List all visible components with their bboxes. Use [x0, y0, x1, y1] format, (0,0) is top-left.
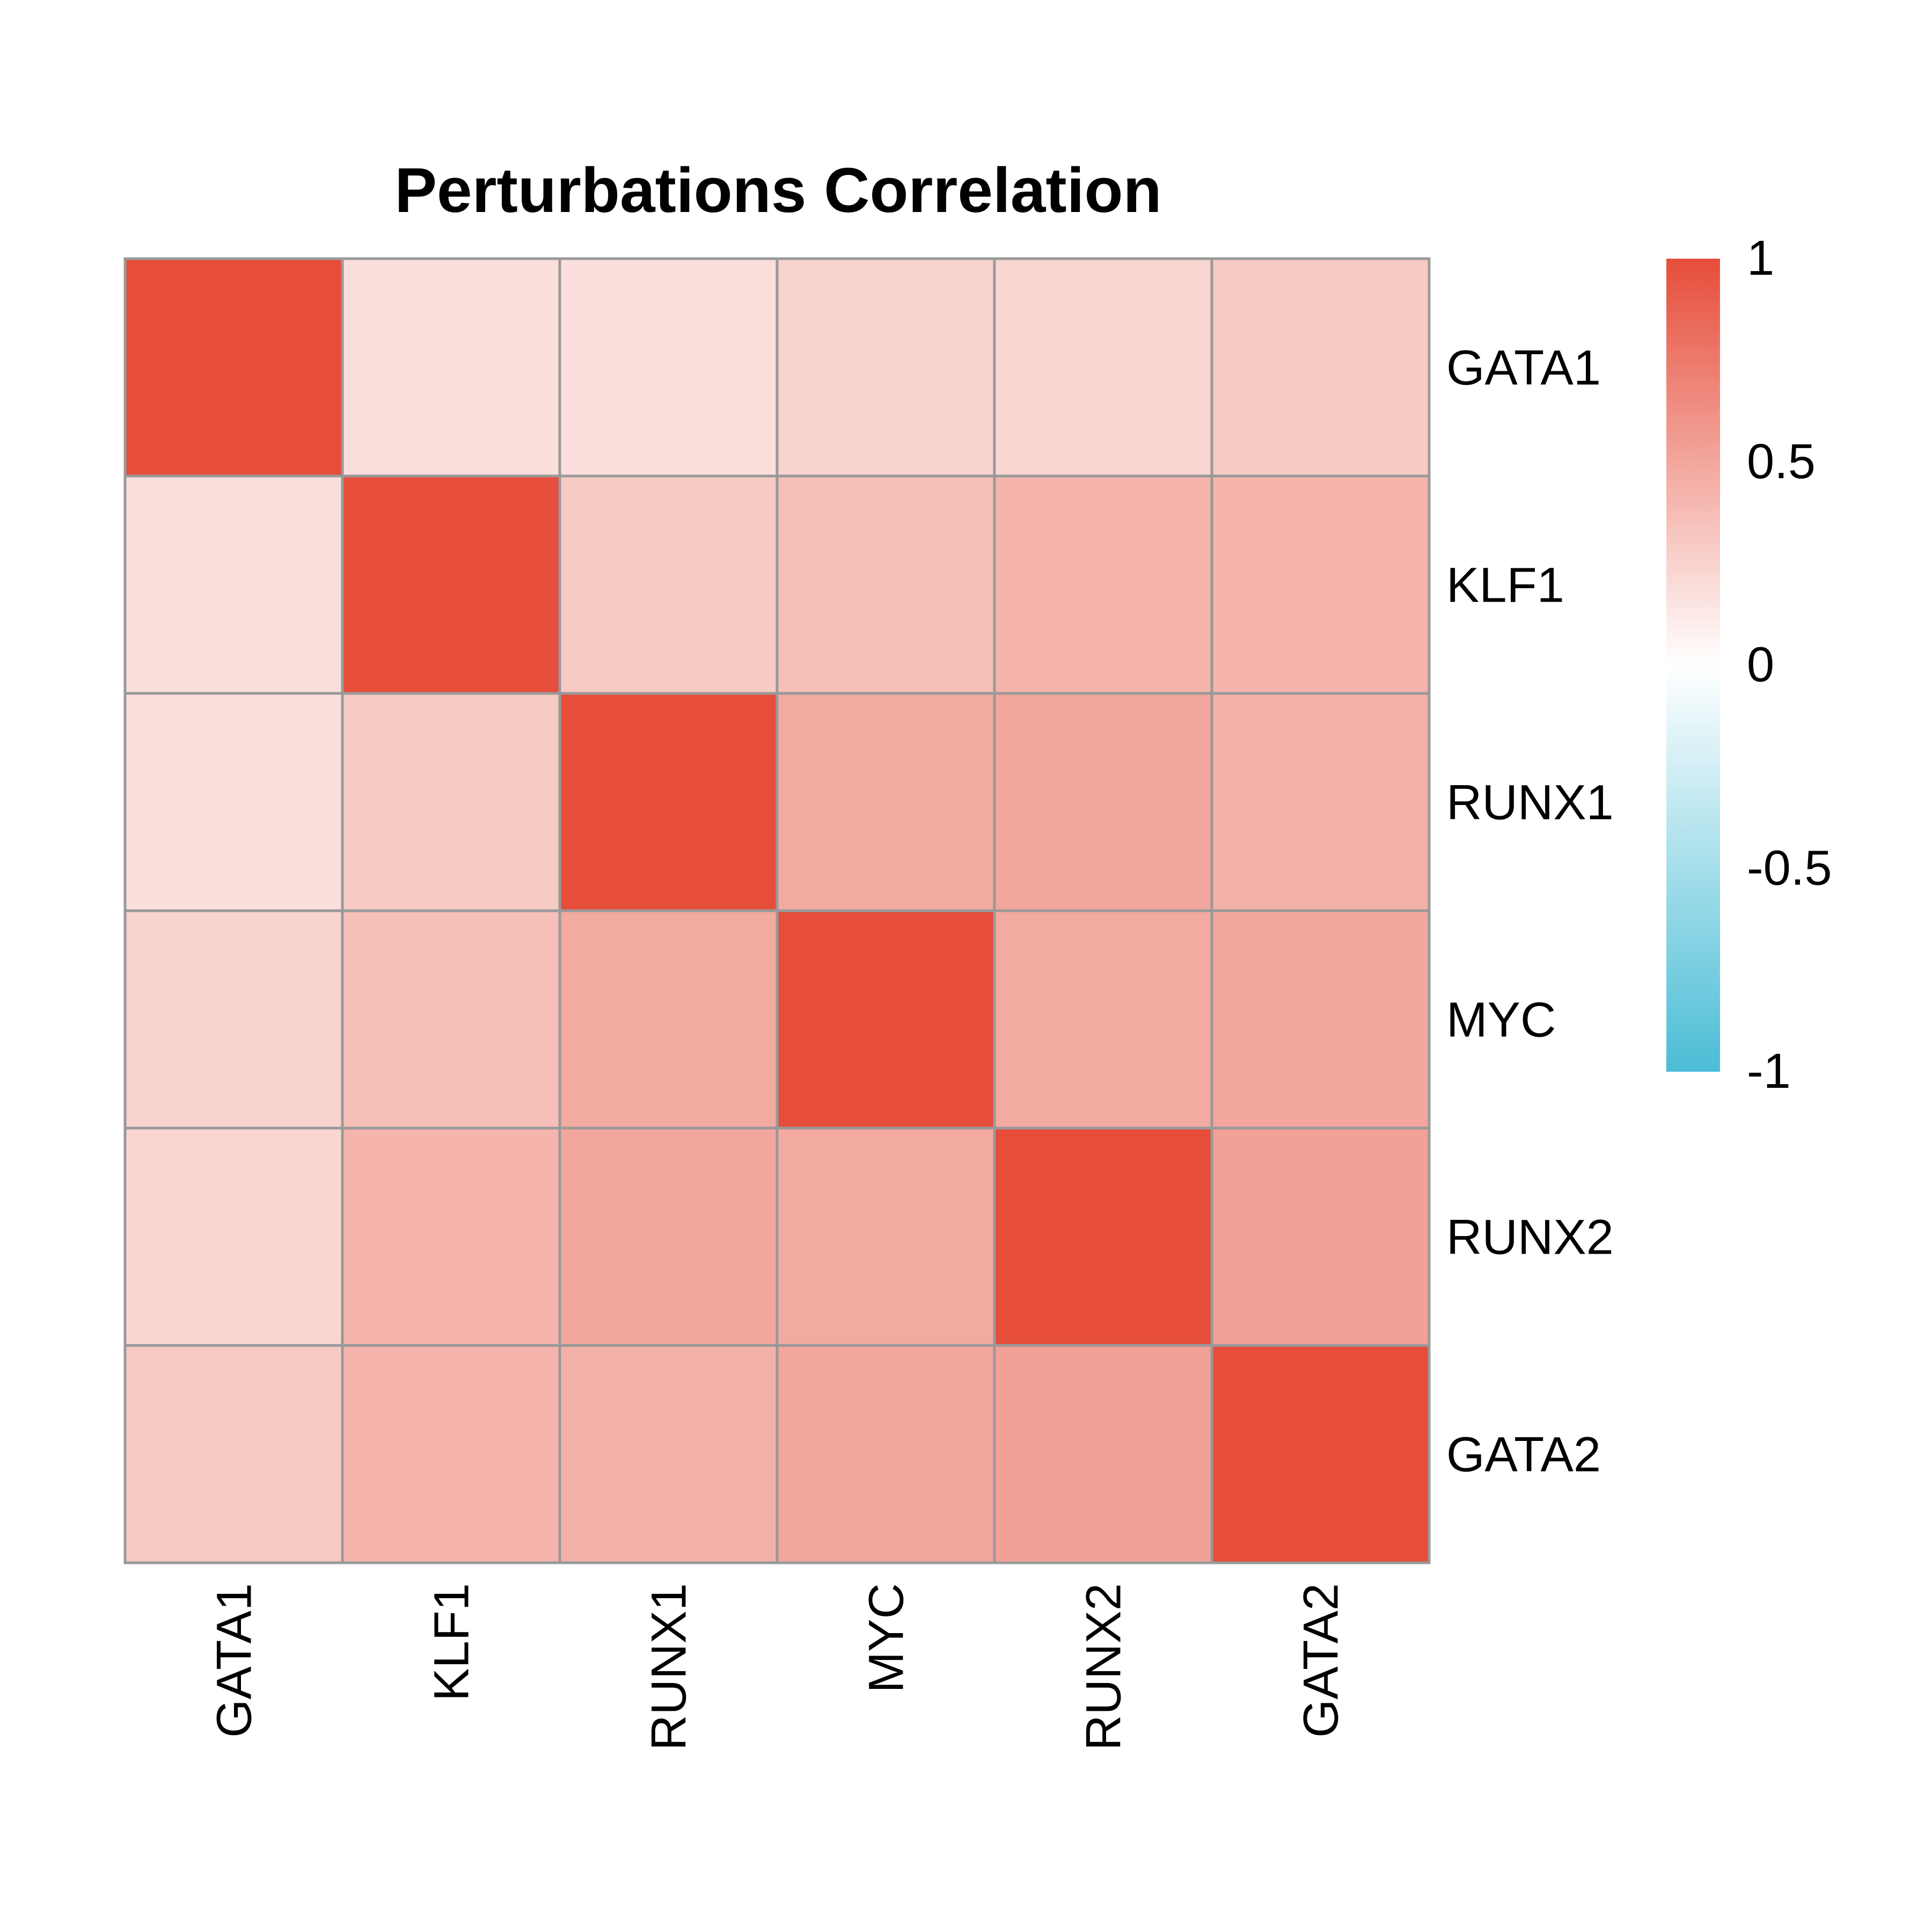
- row-label-runx1: RUNX1: [1446, 775, 1614, 830]
- column-label-myc: MYC: [859, 1583, 914, 1693]
- chart-title: Perturbations Correlation: [394, 155, 1161, 226]
- heatmap-cells: [123, 257, 1431, 1564]
- heatmap-cell-gata1-runx2: [993, 257, 1213, 478]
- heatmap-cell-gata1-gata2: [1210, 257, 1431, 478]
- color-legend: 1 0.5 0 -0.5 -1: [1666, 231, 1832, 1099]
- heatmap-cell-runx2-gata1: [123, 1126, 344, 1347]
- heatmap-cell-klf1-runx2: [993, 474, 1213, 695]
- column-labels: GATA1 KLF1 RUNX1 MYC RUNX2 GATA2: [207, 1583, 1349, 1751]
- heatmap-cell-gata2-runx1: [558, 1344, 779, 1564]
- heatmap-cell-gata2-gata1: [123, 1344, 344, 1564]
- heatmap-cell-gata2-myc: [775, 1344, 996, 1564]
- row-label-gata2: GATA2: [1446, 1428, 1601, 1482]
- heatmap-cell-runx2-myc: [775, 1126, 996, 1347]
- heatmap-cell-gata2-gata2: [1210, 1344, 1431, 1564]
- heatmap-cell-gata1-runx1: [558, 257, 779, 478]
- heatmap-cell-gata1-klf1: [341, 257, 561, 478]
- row-labels: GATA1 KLF1 RUNX1 MYC RUNX2 GATA2: [1446, 341, 1614, 1482]
- row-label-runx2: RUNX2: [1446, 1210, 1614, 1265]
- column-label-runx2: RUNX2: [1077, 1583, 1131, 1751]
- row-label-gata1: GATA1: [1446, 341, 1601, 396]
- legend-colorbar: [1666, 259, 1720, 1072]
- heatmap-cell-myc-gata1: [123, 909, 344, 1130]
- legend-tick-label: -0.5: [1747, 840, 1832, 895]
- heatmap-cell-runx1-klf1: [341, 692, 561, 912]
- legend-tick-label: 0.5: [1747, 434, 1816, 489]
- heatmap-cell-klf1-klf1: [341, 474, 561, 695]
- heatmap-cell-runx1-gata1: [123, 692, 344, 912]
- column-label-gata2: GATA2: [1294, 1583, 1349, 1738]
- heatmap-cell-runx1-runx2: [993, 692, 1213, 912]
- legend-tick-label: 1: [1747, 231, 1774, 286]
- heatmap-cell-klf1-gata2: [1210, 474, 1431, 695]
- heatmap-cell-gata1-gata1: [123, 257, 344, 478]
- heatmap-cell-klf1-myc: [775, 474, 996, 695]
- row-label-myc: MYC: [1446, 993, 1556, 1048]
- heatmap-cell-runx2-gata2: [1210, 1126, 1431, 1347]
- row-label-klf1: KLF1: [1446, 558, 1564, 613]
- heatmap-cell-myc-runx1: [558, 909, 779, 1130]
- column-label-gata1: GATA1: [207, 1583, 262, 1738]
- heatmap-cell-klf1-gata1: [123, 474, 344, 695]
- legend-tick-label: 0: [1747, 638, 1774, 692]
- heatmap-cell-gata1-myc: [775, 257, 996, 478]
- heatmap-cell-gata2-klf1: [341, 1344, 561, 1564]
- heatmap-cell-runx1-gata2: [1210, 692, 1431, 912]
- heatmap-cell-runx1-myc: [775, 692, 996, 912]
- heatmap-cell-myc-klf1: [341, 909, 561, 1130]
- heatmap-cell-runx2-runx2: [993, 1126, 1213, 1347]
- legend-tick-label: -1: [1747, 1044, 1791, 1099]
- heatmap-cell-runx2-klf1: [341, 1126, 561, 1347]
- heatmap-cell-myc-gata2: [1210, 909, 1431, 1130]
- heatmap-cell-runx1-runx1: [558, 692, 779, 912]
- heatmap-cell-runx2-runx1: [558, 1126, 779, 1347]
- heatmap-cell-myc-myc: [775, 909, 996, 1130]
- heatmap-cell-myc-runx2: [993, 909, 1213, 1130]
- heatmap-cell-klf1-runx1: [558, 474, 779, 695]
- heatmap-cell-gata2-runx2: [993, 1344, 1213, 1564]
- column-label-runx1: RUNX1: [642, 1583, 697, 1751]
- column-label-klf1: KLF1: [425, 1583, 479, 1701]
